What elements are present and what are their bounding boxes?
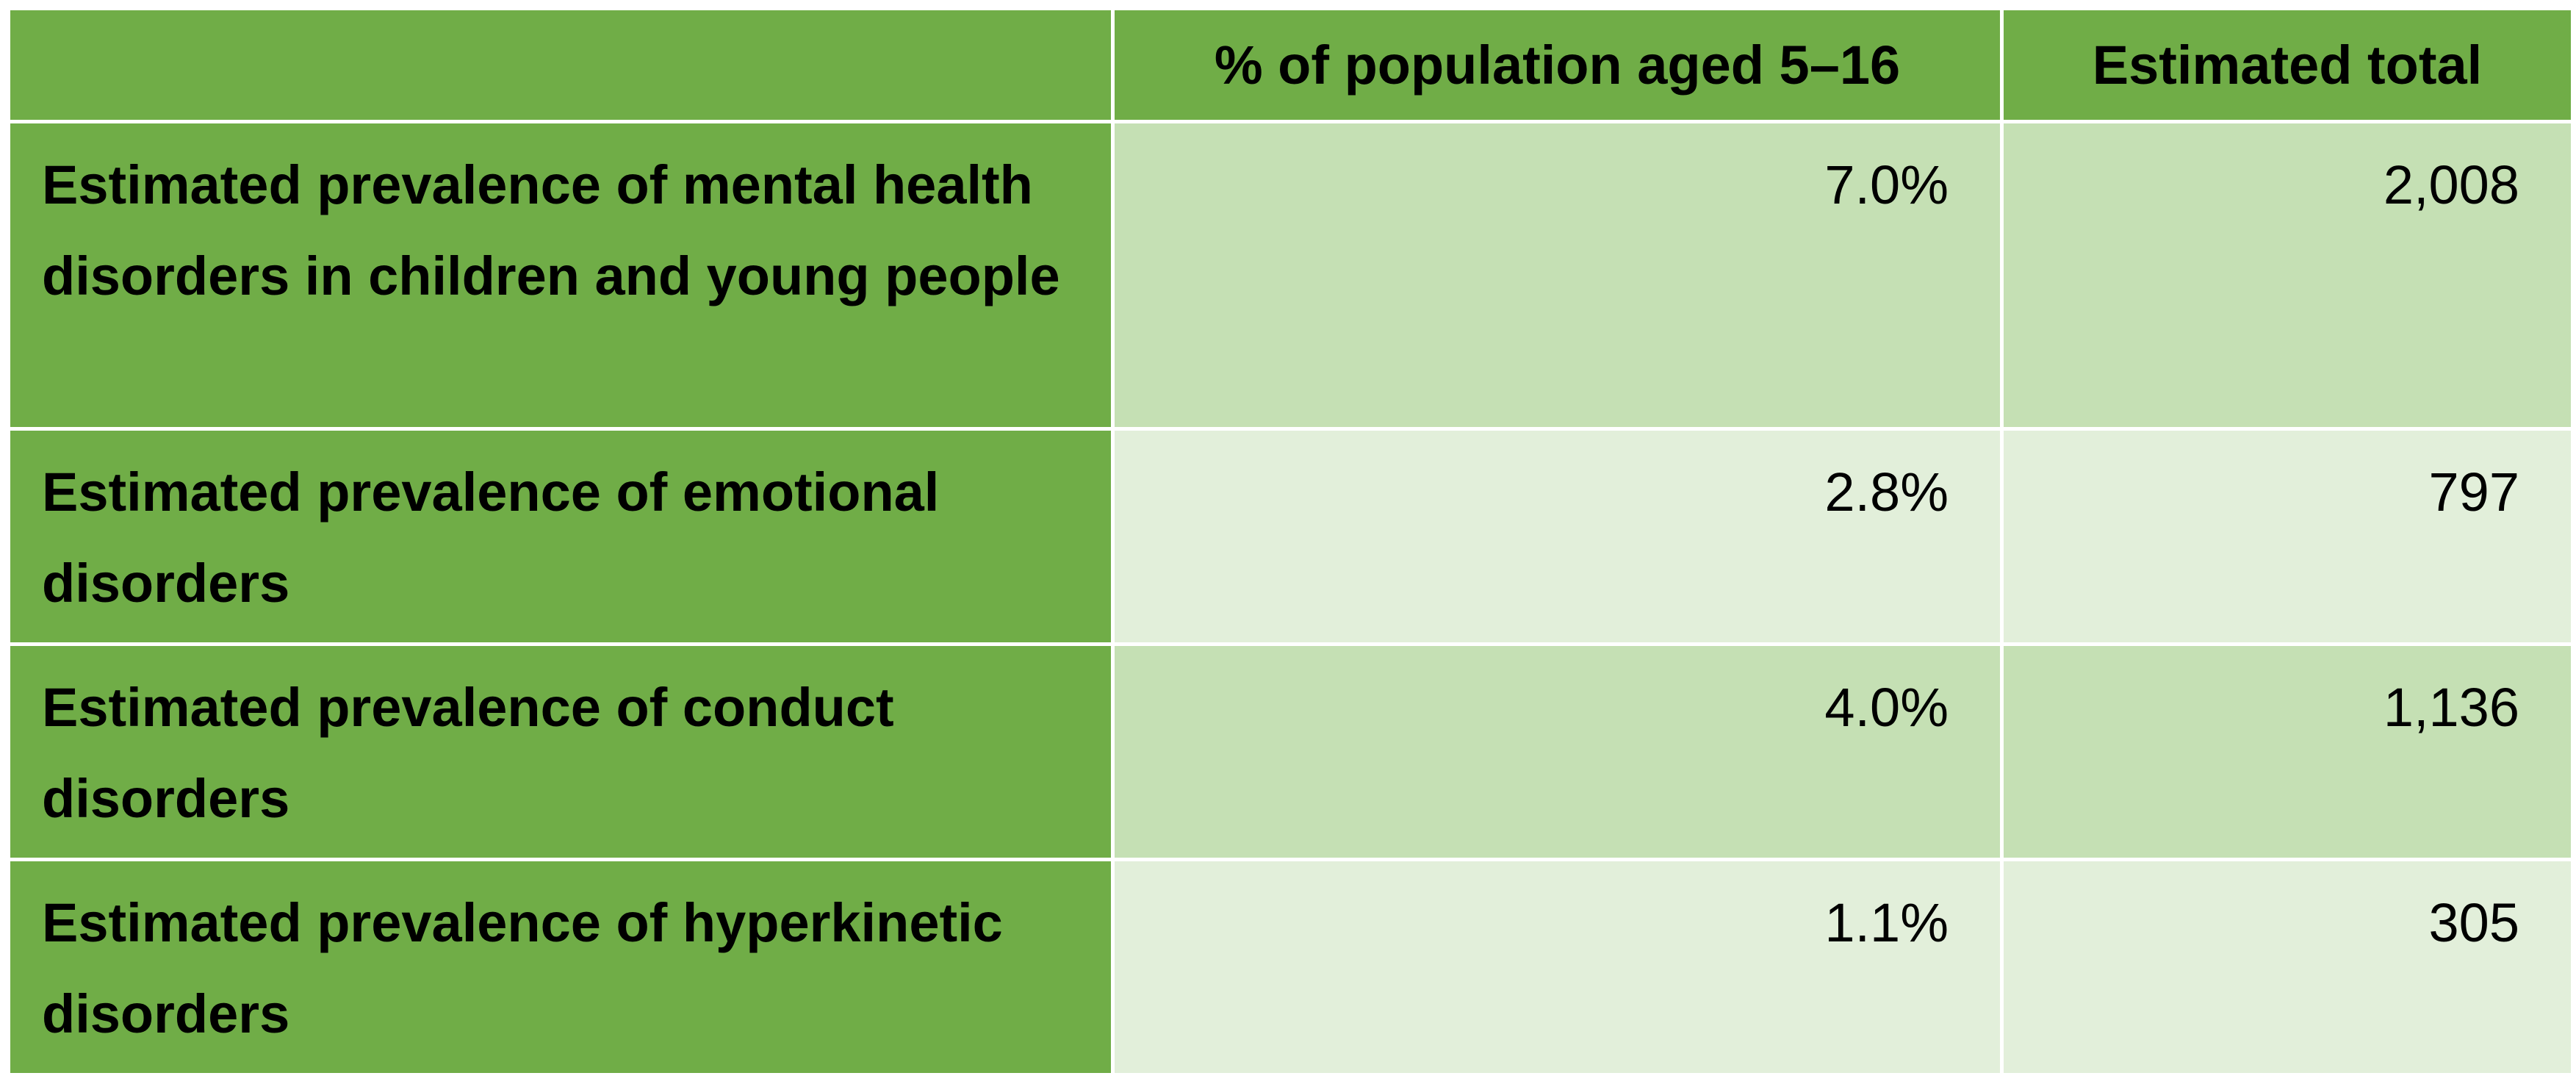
table-row: Estimated prevalence of conduct disorder… (7, 642, 2575, 861)
percent-cell: 1.1% (1111, 858, 2004, 1077)
total-cell: 1,136 (2000, 642, 2575, 861)
table-row: Estimated prevalence of emotional disord… (7, 427, 2575, 646)
row-label: Estimated prevalence of mental health di… (7, 120, 1115, 431)
prevalence-table: % of population aged 5–16 Estimated tota… (7, 7, 2575, 1077)
percent-cell: 7.0% (1111, 120, 2004, 431)
table-header-row: % of population aged 5–16 Estimated tota… (7, 7, 2575, 123)
table-row: Estimated prevalence of hyperkinetic dis… (7, 858, 2575, 1077)
row-label: Estimated prevalence of hyperkinetic dis… (7, 858, 1115, 1077)
total-cell: 2,008 (2000, 120, 2575, 431)
prevalence-table-container: % of population aged 5–16 Estimated tota… (7, 7, 2575, 1077)
header-estimated-total: Estimated total (2000, 7, 2575, 123)
row-label: Estimated prevalence of conduct disorder… (7, 642, 1115, 861)
table-row: Estimated prevalence of mental health di… (7, 120, 2575, 431)
percent-cell: 2.8% (1111, 427, 2004, 646)
total-cell: 797 (2000, 427, 2575, 646)
header-blank (7, 7, 1115, 123)
row-label: Estimated prevalence of emotional disord… (7, 427, 1115, 646)
header-percent-population: % of population aged 5–16 (1111, 7, 2004, 123)
total-cell: 305 (2000, 858, 2575, 1077)
percent-cell: 4.0% (1111, 642, 2004, 861)
